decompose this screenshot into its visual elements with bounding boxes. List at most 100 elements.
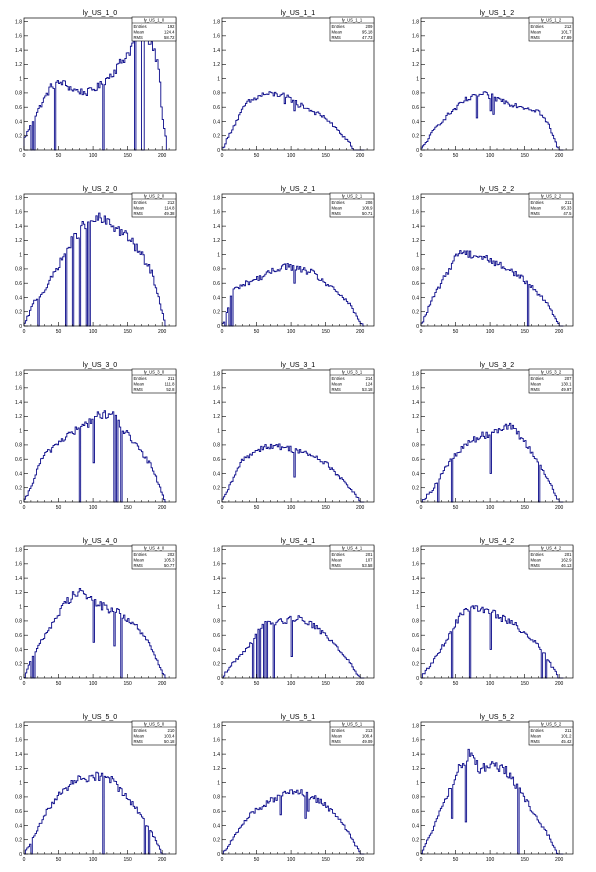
stats-rms-label: RMS bbox=[134, 387, 144, 392]
y-tick-label: 1.4 bbox=[15, 48, 22, 54]
y-tick-label: 1.8 bbox=[213, 19, 220, 25]
y-tick-label: 0.8 bbox=[412, 267, 419, 273]
x-tick-label: 200 bbox=[158, 857, 167, 863]
y-tick-label: 0.6 bbox=[15, 809, 22, 815]
y-tick-label: 0.8 bbox=[15, 267, 22, 273]
y-tick-label: 0 bbox=[217, 676, 220, 682]
stats-rms-label: RMS bbox=[531, 387, 541, 392]
y-tick-label: 1.4 bbox=[15, 576, 22, 582]
histogram-panel: ly_US_3_0 0 50 100 150 200 0 0.2 0.4 0.6 0.8 1 1.2 1.… bbox=[15, 362, 177, 511]
stats-rms-value: 50.77 bbox=[164, 563, 175, 568]
x-tick-label: 0 bbox=[221, 857, 224, 863]
stats-rms-label: RMS bbox=[531, 563, 541, 568]
stats-entries-value: 214 bbox=[366, 376, 374, 381]
y-tick-label: 1.4 bbox=[412, 400, 419, 406]
x-tick-label: 150 bbox=[321, 153, 330, 159]
y-tick-label: 0.2 bbox=[15, 662, 22, 668]
histogram-line bbox=[420, 91, 564, 151]
x-tick-label: 100 bbox=[486, 681, 495, 687]
x-tick-label: 50 bbox=[254, 329, 260, 335]
stats-entries-value: 209 bbox=[366, 24, 374, 29]
stats-box-frame bbox=[131, 368, 177, 394]
stats-entries-label: Entries bbox=[531, 728, 544, 733]
y-tick-label: 0.8 bbox=[15, 619, 22, 625]
y-tick-label: 1.8 bbox=[412, 547, 419, 553]
x-tick-label: 150 bbox=[321, 505, 330, 511]
histogram-panel: ly_US_4_2 0 50 100 150 200 0 0.2 0.4 0.6 0.8 1 1.2 1.… bbox=[412, 538, 574, 687]
stats-entries-label: Entries bbox=[332, 728, 345, 733]
y-tick-label: 1.6 bbox=[15, 386, 22, 392]
y-tick-label: 0 bbox=[416, 500, 419, 506]
x-tick-label: 200 bbox=[158, 329, 167, 335]
chart-title: ly_US_4_1 bbox=[281, 538, 315, 545]
stats-mean-value: 111.8 bbox=[165, 382, 176, 387]
x-tick-label: 200 bbox=[356, 153, 365, 159]
stats-entries-value: 201 bbox=[366, 552, 374, 557]
y-tick-label: 1.6 bbox=[412, 34, 419, 40]
y-tick-label: 0.4 bbox=[412, 823, 419, 829]
stats-name: ly_US_2_1 bbox=[342, 194, 363, 199]
y-tick-label: 1.2 bbox=[15, 238, 22, 244]
stats-entries-value: 212 bbox=[565, 24, 573, 29]
histogram-line bbox=[23, 212, 167, 327]
y-tick-label: 0.6 bbox=[15, 457, 22, 463]
histogram-line bbox=[23, 587, 167, 679]
y-tick-label: 0.2 bbox=[15, 134, 22, 140]
x-tick-label: 100 bbox=[287, 153, 296, 159]
histogram-line bbox=[221, 263, 365, 327]
y-tick-label: 1.6 bbox=[412, 738, 419, 744]
stats-box-frame bbox=[131, 16, 177, 42]
stats-entries-label: Entries bbox=[332, 200, 345, 205]
y-tick-label: 1.8 bbox=[213, 195, 220, 201]
stats-mean-label: Mean bbox=[531, 382, 542, 387]
y-tick-label: 0.8 bbox=[412, 619, 419, 625]
y-tick-label: 1.2 bbox=[213, 766, 220, 772]
y-tick-label: 0.6 bbox=[412, 633, 419, 639]
stats-entries-label: Entries bbox=[332, 24, 345, 29]
chart-title: ly_US_4_0 bbox=[83, 538, 117, 545]
x-tick-label: 50 bbox=[453, 329, 459, 335]
stats-mean-label: Mean bbox=[134, 734, 145, 739]
x-tick-label: 0 bbox=[23, 857, 26, 863]
stats-rms-label: RMS bbox=[134, 739, 144, 744]
x-tick-label: 50 bbox=[56, 329, 62, 335]
stats-rms-label: RMS bbox=[332, 211, 342, 216]
stats-entries-value: 212 bbox=[168, 200, 176, 205]
stats-mean-label: Mean bbox=[531, 558, 542, 563]
y-tick-label: 1.4 bbox=[412, 48, 419, 54]
y-tick-label: 0.4 bbox=[412, 471, 419, 477]
histogram-panel: ly_US_5_2 0 50 100 150 200 0 0.2 0.4 0.6 0.8 1 1.2 1.… bbox=[412, 714, 574, 863]
y-tick-label: 1.2 bbox=[412, 238, 419, 244]
y-tick-label: 0.2 bbox=[412, 662, 419, 668]
x-tick-label: 100 bbox=[89, 681, 98, 687]
stats-rms-label: RMS bbox=[134, 563, 144, 568]
y-tick-label: 0.2 bbox=[412, 838, 419, 844]
y-tick-label: 0 bbox=[19, 852, 22, 858]
stats-rms-value: 49.38 bbox=[164, 211, 175, 216]
y-tick-label: 0.2 bbox=[412, 310, 419, 316]
stats-box-frame bbox=[329, 192, 375, 218]
x-tick-label: 0 bbox=[23, 505, 26, 511]
histogram-line bbox=[23, 771, 167, 855]
y-tick-label: 1.6 bbox=[213, 210, 220, 216]
stats-mean-value: 101.7 bbox=[561, 30, 572, 35]
y-tick-label: 0 bbox=[416, 324, 419, 330]
stats-box-frame bbox=[131, 192, 177, 218]
x-tick-label: 100 bbox=[287, 505, 296, 511]
stats-mean-value: 162.9 bbox=[561, 558, 572, 563]
stats-mean-label: Mean bbox=[134, 30, 145, 35]
stats-name: ly_US_2_0 bbox=[144, 194, 165, 199]
chart-title: ly_US_5_2 bbox=[480, 714, 514, 721]
x-tick-label: 50 bbox=[56, 857, 62, 863]
y-tick-label: 1.2 bbox=[412, 766, 419, 772]
stats-box-frame bbox=[329, 720, 375, 746]
stats-box-frame bbox=[329, 368, 375, 394]
y-tick-label: 0.2 bbox=[412, 134, 419, 140]
x-tick-label: 200 bbox=[356, 857, 365, 863]
stats-mean-value: 103.4 bbox=[164, 734, 175, 739]
y-tick-label: 1 bbox=[19, 76, 22, 82]
